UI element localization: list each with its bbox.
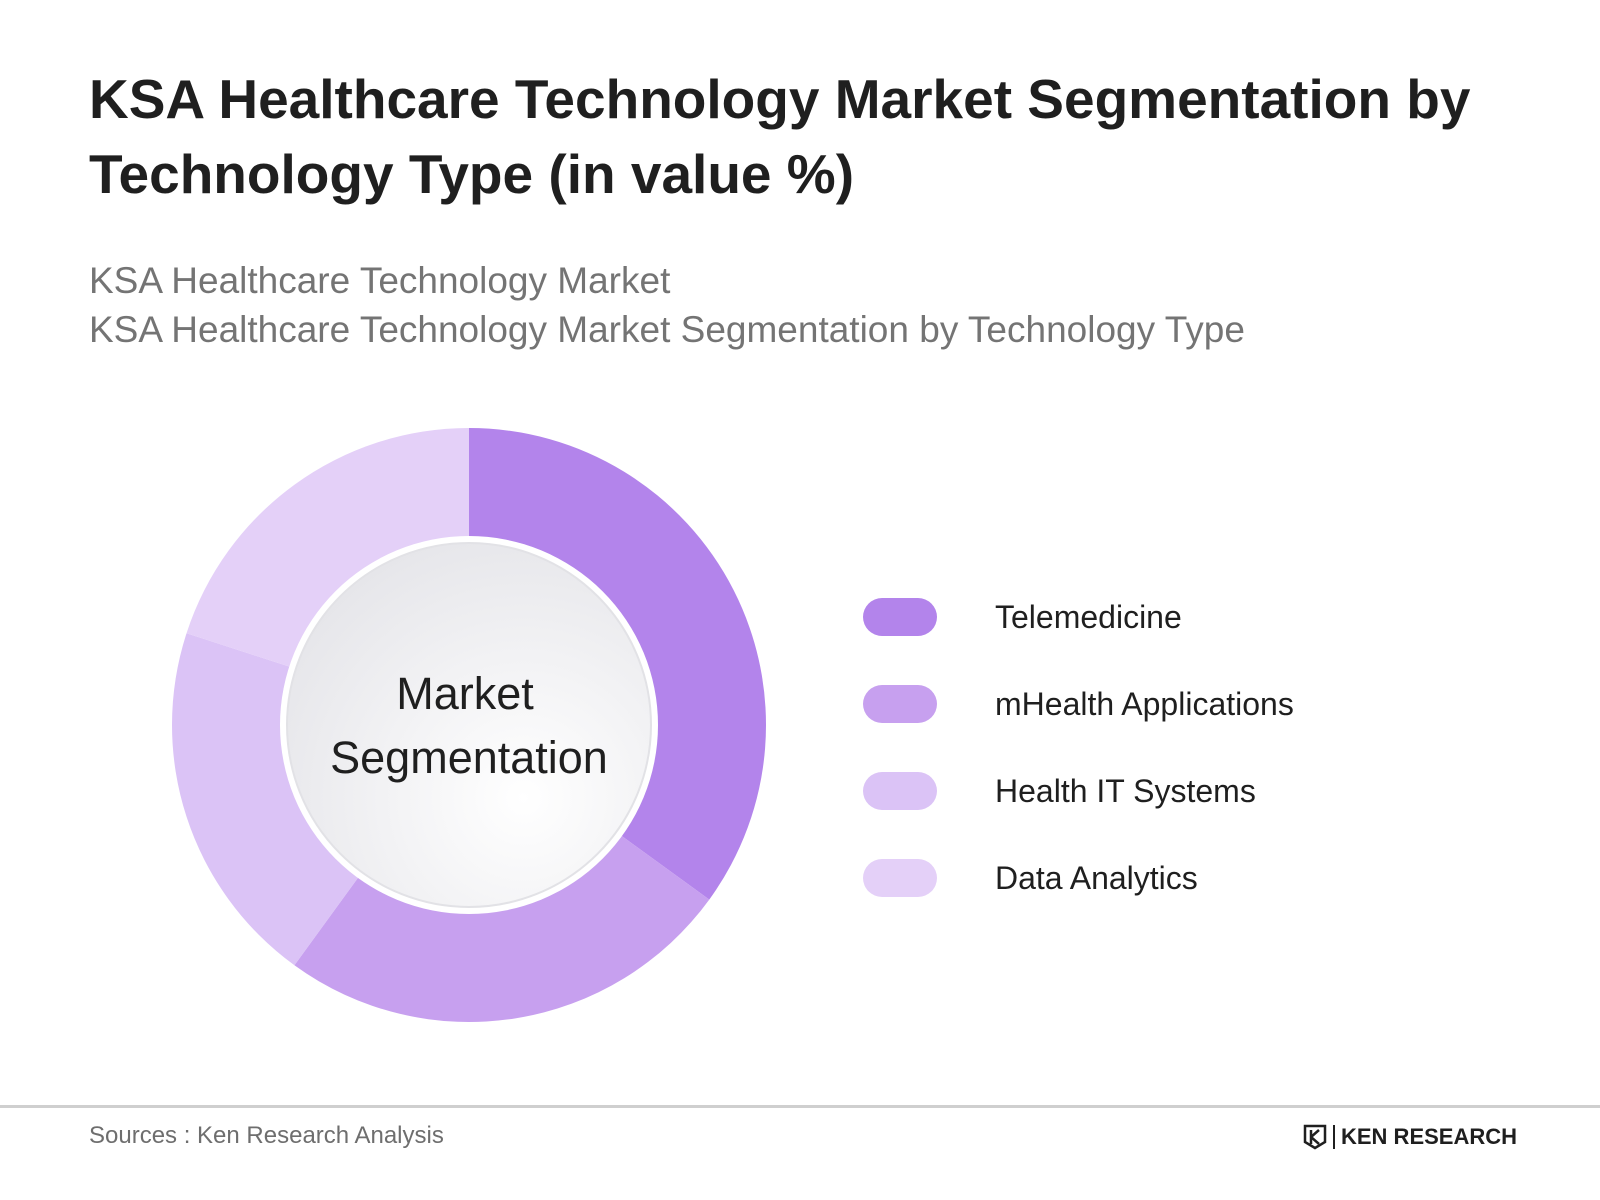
chart-title: KSA Healthcare Technology Market Segment… bbox=[89, 62, 1489, 212]
brand-name: KEN RESEARCH bbox=[1341, 1124, 1518, 1149]
legend-swatch bbox=[863, 772, 937, 810]
donut-slice-data-analytics bbox=[186, 428, 470, 667]
legend-label: mHealth Applications bbox=[995, 686, 1294, 722]
legend-label: Health IT Systems bbox=[995, 773, 1256, 809]
legend-label: Data Analytics bbox=[995, 860, 1198, 896]
ken-research-logo-icon bbox=[1303, 1124, 1327, 1150]
ken-research-logo: KEN RESEARCH bbox=[1303, 1124, 1517, 1150]
legend-label: Telemedicine bbox=[995, 599, 1182, 635]
donut-center-disc bbox=[286, 542, 652, 908]
legend-swatch bbox=[863, 598, 937, 636]
donut-slice-telemedicine bbox=[469, 428, 766, 900]
donut-chart: Market Segmentation bbox=[172, 428, 766, 1022]
donut-slices bbox=[172, 428, 766, 1022]
brand-divider bbox=[1333, 1125, 1335, 1149]
donut-slice-health-it-systems bbox=[172, 633, 359, 966]
center-label-line-1: Market bbox=[396, 668, 534, 719]
center-label-line-2: Segmentation bbox=[330, 732, 608, 783]
legend-swatch bbox=[863, 685, 937, 723]
donut-slice-mhealth-applications bbox=[294, 835, 710, 1022]
footer-divider bbox=[0, 1105, 1600, 1108]
chart-title-line-1: KSA Healthcare Technology Market Segment… bbox=[89, 68, 1471, 130]
chart-subtitle-line-1: KSA Healthcare Technology Market bbox=[89, 260, 671, 301]
chart-title-line-2: Technology Type (in value %) bbox=[89, 143, 855, 205]
source-note: Sources : Ken Research Analysis bbox=[89, 1122, 444, 1149]
chart-subtitle-line-2: KSA Healthcare Technology Market Segment… bbox=[89, 309, 1245, 350]
chart-subtitle: KSA Healthcare Technology Market KSA Hea… bbox=[89, 256, 1489, 354]
legend-swatch bbox=[863, 859, 937, 897]
